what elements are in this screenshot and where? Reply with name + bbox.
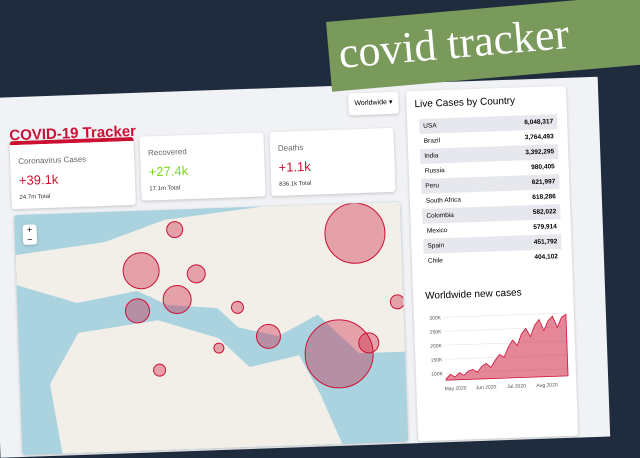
land <box>15 201 406 354</box>
country-table: USA 6,048,317 Brazil 3,764,493 India 3,392,29… <box>418 114 562 269</box>
case-count: 451,792 <box>533 238 558 247</box>
stat-title: Coronavirus Cases <box>18 154 87 166</box>
x-tick-label: Jun 2020 <box>476 384 497 391</box>
y-tick-label: 150K <box>431 357 444 363</box>
case-count: 579,914 <box>533 223 557 232</box>
country: Peru <box>425 182 440 190</box>
case-count: 6,048,317 <box>524 118 554 127</box>
stat-total: 836.1k Total <box>279 180 312 188</box>
country: Mexico <box>426 227 448 235</box>
case-count: 618,286 <box>532 193 556 202</box>
case-circle <box>304 319 374 389</box>
case-circle <box>122 252 160 290</box>
country: South Africa <box>425 196 462 205</box>
case-circle <box>186 264 206 284</box>
map-svg <box>15 201 406 454</box>
country: Colombia <box>426 211 454 220</box>
case-circle <box>230 300 244 314</box>
country: India <box>424 152 439 160</box>
area <box>445 313 569 381</box>
case-circle <box>358 332 380 354</box>
x-tick-label: May 2020 <box>445 385 467 392</box>
country: Spain <box>427 242 445 250</box>
stat-today: +39.1k <box>18 171 59 188</box>
table-title: Live Cases by Country <box>414 95 516 111</box>
y-tick-label: 200K <box>430 343 443 349</box>
stat-today: +1.1k <box>278 158 312 175</box>
stat-today: +27.4k <box>148 163 189 180</box>
stat-title: Deaths <box>277 143 304 153</box>
dropdown-label[interactable]: Worldwide <box>354 99 388 108</box>
case-circle <box>166 221 184 239</box>
chart: 100K 150K 200K 250K 300K May 2020 Jun 2020 Jul … <box>429 312 569 392</box>
stat-title: Recovered <box>147 147 187 158</box>
land <box>50 320 343 454</box>
case-circle <box>255 323 281 349</box>
x-tick-label: Jul 2020 <box>507 383 526 390</box>
x-tick-label: Aug 2020 <box>536 382 558 389</box>
grid-line <box>443 312 566 318</box>
case-circle <box>162 285 192 315</box>
sidebar: Live Cases by Country USA 6,048,317 Brazil… <box>406 85 579 442</box>
chart-title: Worldwide new cases <box>424 287 522 302</box>
stat-card[interactable]: Recovered +27.4k 17.1m Total <box>139 132 266 201</box>
case-count: 404,102 <box>534 253 559 262</box>
case-circle <box>324 202 386 264</box>
map[interactable]: + − <box>14 201 409 456</box>
case-circle <box>153 363 167 377</box>
y-tick-label: 300K <box>429 315 442 321</box>
zoom-controls: + − <box>22 224 38 245</box>
stat-total: 17.1m Total <box>149 185 181 193</box>
stat-card[interactable]: Deaths +1.1k 836.1k Total <box>269 127 396 197</box>
country: USA <box>423 122 437 130</box>
case-count: 980,405 <box>531 163 555 172</box>
banner-text: covid tracker <box>336 8 571 78</box>
app: COVID-19 Tracker Worldwide ▾ Coronavirus… <box>0 76 611 458</box>
country: Chile <box>427 257 443 265</box>
stat-total: 24.7m Total <box>19 193 51 201</box>
case-circle <box>213 342 225 354</box>
y-tick-label: 250K <box>430 329 443 335</box>
case-circle <box>389 294 405 310</box>
country: Brazil <box>423 137 441 145</box>
y-tick-label: 100K <box>431 371 444 377</box>
case-count: 582,022 <box>532 208 557 217</box>
dropdown[interactable]: Worldwide ▾ <box>348 91 399 116</box>
stat-card[interactable]: Coronavirus Cases +39.1k 24.7m Total <box>9 136 136 210</box>
case-count: 3,392,295 <box>525 148 555 157</box>
zoom-in[interactable]: + <box>26 224 33 235</box>
case-circle <box>125 298 151 324</box>
zoom-out[interactable]: − <box>27 234 33 245</box>
case-count: 621,997 <box>531 178 556 187</box>
country: Russia <box>424 167 445 175</box>
case-count: 3,764,493 <box>524 133 554 142</box>
